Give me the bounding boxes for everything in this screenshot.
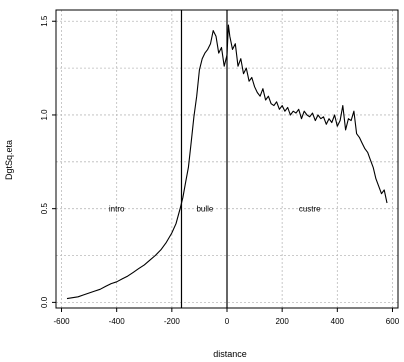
region-divider-lines — [180, 10, 228, 308]
x-tick-label: 600 — [386, 317, 400, 326]
x-tick-label: 200 — [275, 317, 289, 326]
y-tick-label: 1.5 — [40, 15, 49, 27]
region-label: bulle — [196, 205, 213, 214]
x-tick-label: -200 — [164, 317, 181, 326]
x-tick-label: 0 — [225, 317, 230, 326]
y-tick-label: 1.0 — [40, 109, 49, 121]
region-labels: intro bulle custre — [109, 205, 321, 214]
series-group — [66, 24, 388, 300]
series-line — [66, 24, 388, 300]
x-axis: -600 -400 -200 0 200 400 600 — [54, 308, 400, 326]
x-tick-label: 400 — [331, 317, 345, 326]
y-axis-label: DgtSq.eta — [4, 140, 14, 180]
x-axis-label: distance — [213, 349, 247, 359]
y-tick-label: 0.5 — [40, 203, 49, 215]
region-label: custre — [299, 205, 321, 214]
region-label: intro — [109, 205, 125, 214]
x-tick-label: -600 — [54, 317, 71, 326]
x-tick-label: -400 — [109, 317, 126, 326]
y-tick-label: 0.0 — [40, 296, 49, 308]
y-axis: 0.0 0.5 1.0 1.5 — [40, 15, 56, 308]
